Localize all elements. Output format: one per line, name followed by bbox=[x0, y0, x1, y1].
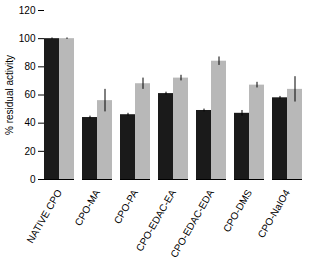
svg-text:100: 100 bbox=[19, 33, 36, 44]
svg-text:% residual activity: % residual activity bbox=[4, 55, 15, 135]
svg-text:CPO-NaIO4: CPO-NaIO4 bbox=[256, 187, 293, 240]
svg-text:80: 80 bbox=[24, 61, 36, 72]
svg-text:20: 20 bbox=[24, 146, 36, 157]
svg-text:CPO-EDAC-EDA: CPO-EDAC-EDA bbox=[168, 187, 216, 257]
svg-text:0: 0 bbox=[30, 174, 36, 185]
svg-text:60: 60 bbox=[24, 89, 36, 100]
svg-text:NATIVE CPO: NATIVE CPO bbox=[25, 187, 65, 245]
svg-text:CPO-DMS: CPO-DMS bbox=[221, 187, 254, 234]
svg-text:CPO-EDAC-EA: CPO-EDAC-EA bbox=[134, 187, 178, 253]
svg-text:120: 120 bbox=[19, 5, 36, 16]
svg-text:CPO-PA: CPO-PA bbox=[112, 187, 140, 225]
svg-text:CPO-MA: CPO-MA bbox=[72, 187, 102, 227]
svg-text:40: 40 bbox=[24, 117, 36, 128]
